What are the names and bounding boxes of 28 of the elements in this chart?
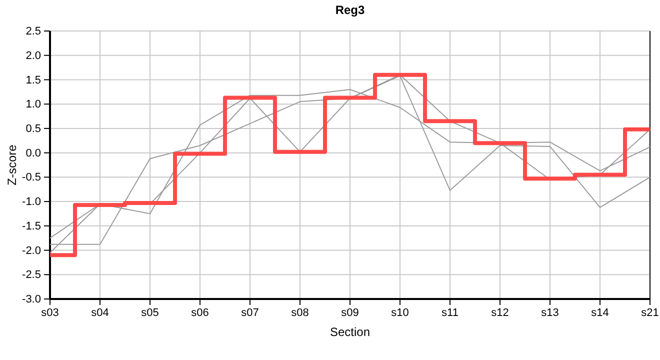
y-tick-label: -3.0 (22, 294, 41, 306)
x-tick-label: s07 (241, 306, 259, 319)
x-tick-label: s04 (91, 306, 109, 319)
x-tick-label: s21 (641, 306, 659, 319)
x-tick-label: s06 (191, 306, 209, 319)
x-tick-label: s14 (591, 306, 609, 319)
y-tick-label: -1.5 (22, 220, 41, 232)
x-tick-label: s12 (491, 306, 509, 319)
x-tick-label: s03 (41, 306, 59, 319)
y-tick-label: 2.5 (26, 26, 41, 38)
x-tick-label: s09 (341, 306, 359, 319)
y-tick-label: -2.0 (22, 244, 41, 257)
y-tick-label: 1.5 (26, 74, 41, 86)
y-tick-label: 0.5 (26, 122, 41, 135)
x-tick-label: s05 (141, 306, 159, 319)
x-tick-label: s08 (291, 306, 309, 319)
y-tick-label: -2.5 (22, 269, 41, 282)
x-tick-label: s13 (541, 306, 559, 319)
y-tick-label: 0.0 (26, 147, 41, 160)
y-tick-label: -0.5 (22, 172, 41, 184)
chart-title: Reg3 (335, 3, 365, 17)
y-tick-label: 2.0 (26, 50, 41, 62)
y-tick-label: 1.0 (26, 98, 41, 111)
x-axis-title: Section (330, 325, 370, 339)
x-tick-label: s10 (391, 306, 409, 319)
x-tick-label: s11 (442, 306, 458, 319)
y-tick-label: -1.0 (22, 196, 41, 208)
y-axis-title: Z-score (5, 144, 19, 186)
